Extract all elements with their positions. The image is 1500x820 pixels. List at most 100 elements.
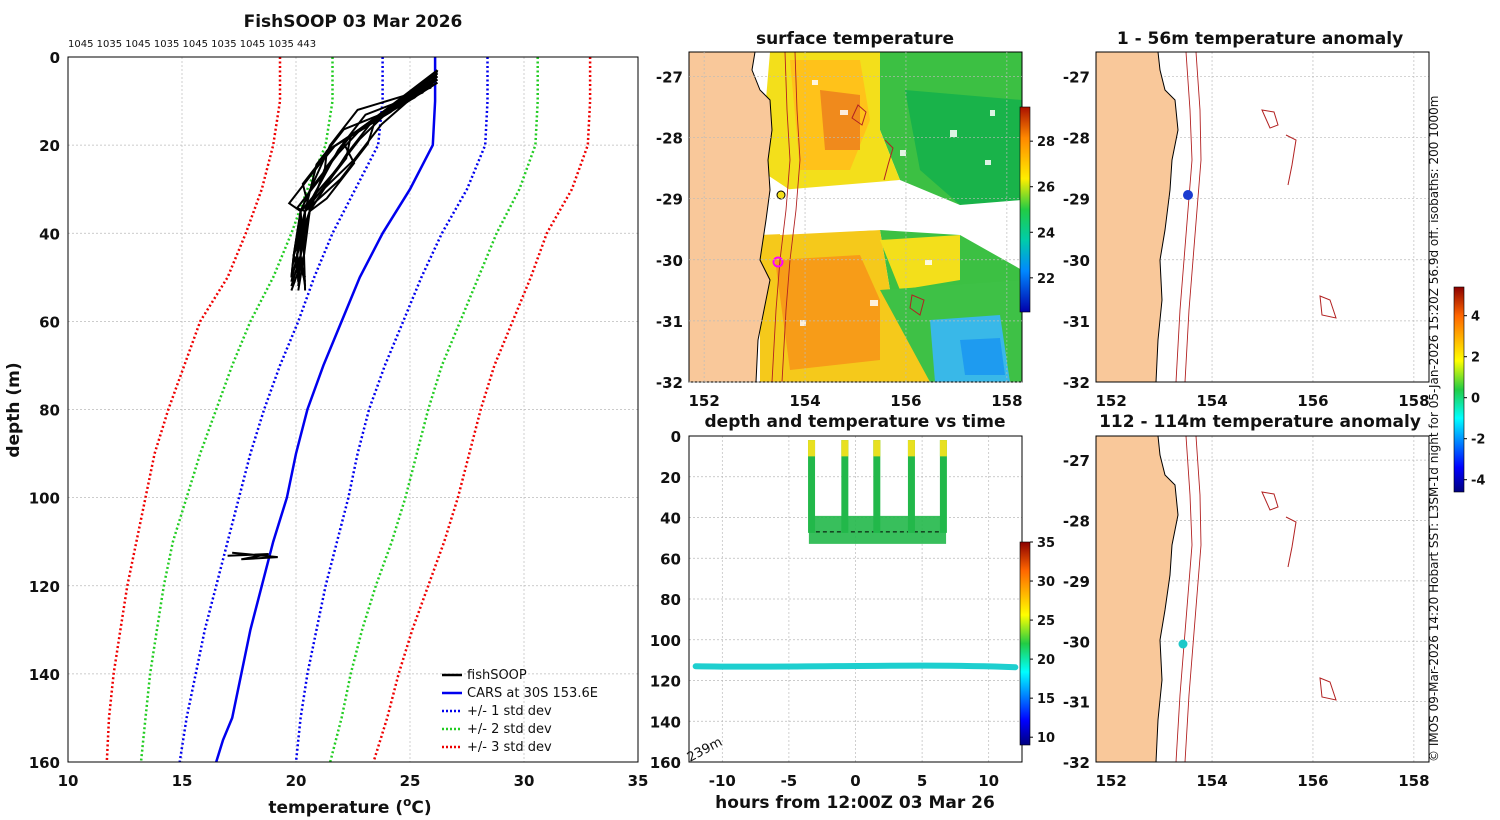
- map-xtick: 156: [890, 392, 921, 410]
- map-ytick: -28: [656, 130, 683, 148]
- map-xtick: 158: [1398, 772, 1429, 790]
- vessel-marker: [772, 256, 784, 268]
- map-ytick: -31: [1063, 313, 1090, 331]
- colorbar-tick: 28: [1037, 135, 1055, 150]
- map-ytick: -27: [1063, 68, 1090, 86]
- ts-xtick: 5: [917, 772, 927, 790]
- map-ytick: -32: [1063, 374, 1090, 392]
- sst-colorbar-ticks: 22 24 26 28: [1030, 135, 1055, 287]
- map-ytick: -30: [1063, 252, 1090, 270]
- legend-std1: +/- 1 std dev: [467, 704, 552, 719]
- map-ytick: -28: [1063, 513, 1090, 531]
- map-xtick: 152: [1095, 392, 1126, 410]
- profile-legend: fishSOOP CARS at 30S 153.6E +/- 1 std de…: [442, 668, 598, 755]
- colorbar-tick: 25: [1037, 614, 1055, 629]
- map-xtick: 154: [789, 392, 820, 410]
- ts-xlabel: hours from 12:00Z 03 Mar 26: [715, 793, 995, 813]
- map-xtick: 152: [688, 392, 719, 410]
- profile-series-line: [215, 57, 437, 763]
- map-ytick: -29: [656, 191, 683, 209]
- colorbar-tick: 24: [1037, 226, 1055, 241]
- ts-ytick: 80: [660, 591, 681, 609]
- map-ytick: -32: [656, 374, 683, 392]
- profile-xtick: 20: [286, 772, 307, 790]
- profile-xlabel: temperature (oC): [268, 795, 431, 818]
- profile-series-line: [372, 57, 592, 763]
- anomaly-map-upper: 1 - 56m temperature anomaly 152 154 156 158…: [1063, 29, 1430, 410]
- colorbar-tick: 4: [1471, 310, 1480, 325]
- anomaly2-ticks: 152 154 156 158 -27 -28 -29 -30 -31 -32: [1063, 452, 1430, 790]
- profile-xtick: 35: [628, 772, 649, 790]
- map-ytick: -27: [656, 68, 683, 86]
- map-ytick: -28: [1063, 130, 1090, 148]
- colorbar-tick: 22: [1037, 272, 1055, 287]
- profile-ylabel: depth (m): [4, 362, 24, 457]
- ts-ytick: 140: [650, 713, 681, 731]
- sst-field: [689, 52, 1022, 382]
- profile-ytick: 100: [29, 490, 60, 508]
- legend-std3: +/- 3 std dev: [467, 740, 552, 755]
- ts-colorbar-ticks: 10 15 20 25 30 35: [1030, 536, 1055, 746]
- ts-ytick: 40: [660, 510, 681, 528]
- profile-axes-box: [67, 56, 639, 763]
- depth-time-chart: depth and temperature vs time -10 -5 0 5 100…: [650, 412, 1055, 813]
- ts-title: depth and temperature vs time: [705, 412, 1006, 432]
- ts-ytick: 20: [660, 469, 681, 487]
- ts-colorbar: [1019, 541, 1031, 746]
- profile-series-line: [139, 57, 334, 763]
- profile-ytick: 60: [39, 313, 60, 331]
- anomaly1-point: [1183, 190, 1193, 200]
- map-xtick: 156: [1297, 772, 1328, 790]
- sst-ticks: 152 154 156 158 -27 -28 -29 -30 -31 -32: [656, 52, 1023, 410]
- profile-series: [105, 57, 592, 763]
- profile-chart: FishSOOP 03 Mar 2026 1045 1035 1045 1035…: [4, 12, 648, 818]
- sst-title: surface temperature: [756, 29, 954, 49]
- ts-xtick: 0: [850, 772, 860, 790]
- map-ytick: -31: [656, 313, 683, 331]
- colorbar-tick: 2: [1471, 351, 1480, 366]
- anomaly1-title: 1 - 56m temperature anomaly: [1117, 29, 1403, 49]
- profile-xtick: 30: [514, 772, 535, 790]
- legend-fishsoop: fishSOOP: [467, 668, 527, 683]
- profile-ytick: 20: [39, 137, 60, 155]
- anomaly-colorbar-ticks: -4 -2 0 2 4: [1464, 310, 1485, 489]
- map-ytick: -29: [1063, 191, 1090, 209]
- ts-ytick: 120: [650, 673, 681, 691]
- profile-ytick: 160: [29, 754, 60, 772]
- profile-ytick: 40: [39, 225, 60, 243]
- map-ytick: -27: [1063, 452, 1090, 470]
- map-xtick: 156: [1297, 392, 1328, 410]
- colorbar-tick: -4: [1471, 474, 1485, 489]
- profile-ytick: 0: [50, 49, 60, 67]
- ts-xtick: 10: [978, 772, 999, 790]
- colorbar-tick: 35: [1037, 536, 1055, 551]
- map-ytick: -31: [1063, 694, 1090, 712]
- ts-deep-sensor-track: [692, 662, 1019, 671]
- profile-xtick: 25: [400, 772, 421, 790]
- colorbar-tick: 30: [1037, 575, 1055, 590]
- map-xtick: 152: [1095, 772, 1126, 790]
- map-ytick: -32: [1063, 754, 1090, 772]
- profile-xtick: 10: [58, 772, 79, 790]
- map-xtick: 158: [1398, 392, 1429, 410]
- map-xtick: 154: [1196, 392, 1227, 410]
- ts-ytick: 100: [650, 632, 681, 650]
- map-ytick: -30: [1063, 633, 1090, 651]
- colorbar-tick: 15: [1037, 692, 1055, 707]
- ts-ytick: 60: [660, 550, 681, 568]
- ts-bottom-label: 239m: [685, 735, 725, 766]
- anomaly2-point: [1178, 639, 1188, 649]
- profile-series-line: [105, 57, 282, 763]
- profile-ytick: 80: [39, 402, 60, 420]
- map-xtick: 154: [1196, 772, 1227, 790]
- map-xtick: 158: [991, 392, 1022, 410]
- map-ytick: -29: [1063, 573, 1090, 591]
- fishsoop-profile-line: [295, 78, 438, 282]
- profile-ytick: 120: [29, 578, 60, 596]
- profile-series-line: [328, 57, 539, 763]
- sst-colorbar: [1019, 106, 1031, 313]
- colorbar-tick: 0: [1471, 392, 1480, 407]
- profile-xtick: 15: [172, 772, 193, 790]
